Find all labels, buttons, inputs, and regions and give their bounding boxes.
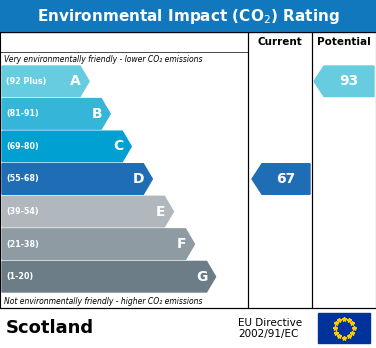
Text: (21-38): (21-38) bbox=[6, 240, 39, 248]
Text: 67: 67 bbox=[276, 172, 296, 186]
Text: Current: Current bbox=[258, 37, 302, 47]
Polygon shape bbox=[314, 66, 374, 97]
Polygon shape bbox=[2, 98, 110, 129]
Text: D: D bbox=[133, 172, 144, 186]
Bar bbox=[0, 32, 248, 308]
Text: (92 Plus): (92 Plus) bbox=[6, 77, 46, 86]
Bar bbox=[248, 32, 312, 308]
Polygon shape bbox=[2, 66, 89, 97]
Text: (69-80): (69-80) bbox=[6, 142, 39, 151]
Polygon shape bbox=[2, 164, 152, 194]
Text: C: C bbox=[113, 140, 123, 153]
Text: (81-91): (81-91) bbox=[6, 109, 39, 118]
Text: EU Directive: EU Directive bbox=[238, 318, 302, 328]
Text: (55-68): (55-68) bbox=[6, 174, 39, 183]
Bar bbox=[0, 0, 376, 32]
Polygon shape bbox=[252, 164, 310, 194]
Text: Very environmentally friendly - lower CO₂ emissions: Very environmentally friendly - lower CO… bbox=[4, 55, 203, 63]
Bar bbox=[318, 313, 370, 343]
Text: F: F bbox=[177, 237, 186, 251]
Text: A: A bbox=[70, 74, 81, 88]
Text: (39-54): (39-54) bbox=[6, 207, 39, 216]
Polygon shape bbox=[2, 261, 215, 292]
Bar bbox=[312, 32, 376, 308]
Text: B: B bbox=[92, 107, 102, 121]
Polygon shape bbox=[2, 131, 131, 162]
Text: E: E bbox=[156, 205, 165, 219]
Text: 2002/91/EC: 2002/91/EC bbox=[238, 329, 299, 339]
Text: Scotland: Scotland bbox=[6, 319, 94, 337]
Text: Not environmentally friendly - higher CO₂ emissions: Not environmentally friendly - higher CO… bbox=[4, 296, 203, 306]
Text: Potential: Potential bbox=[317, 37, 371, 47]
Text: Environmental Impact (CO$_2$) Rating: Environmental Impact (CO$_2$) Rating bbox=[37, 7, 339, 25]
Text: (1-20): (1-20) bbox=[6, 272, 33, 281]
Text: G: G bbox=[196, 270, 208, 284]
Text: 93: 93 bbox=[340, 74, 359, 88]
Polygon shape bbox=[2, 196, 173, 227]
Polygon shape bbox=[2, 229, 194, 259]
